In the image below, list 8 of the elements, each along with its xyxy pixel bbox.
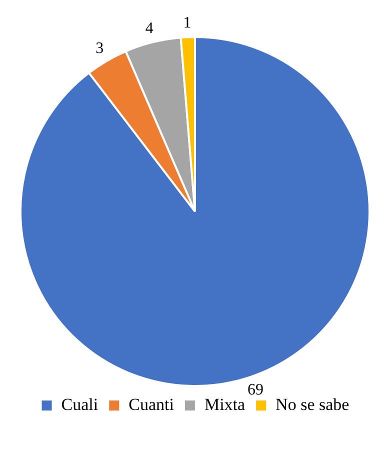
data-label: 3 — [96, 40, 104, 58]
legend-label: No se sabe — [276, 394, 350, 414]
legend-label: Cuali — [61, 394, 98, 414]
legend-label: Cuanti — [128, 394, 174, 414]
data-label: 4 — [145, 20, 154, 37]
legend-label: Mixta — [204, 394, 246, 414]
data-label: 69 — [247, 381, 264, 398]
data-label: 1 — [183, 14, 192, 32]
